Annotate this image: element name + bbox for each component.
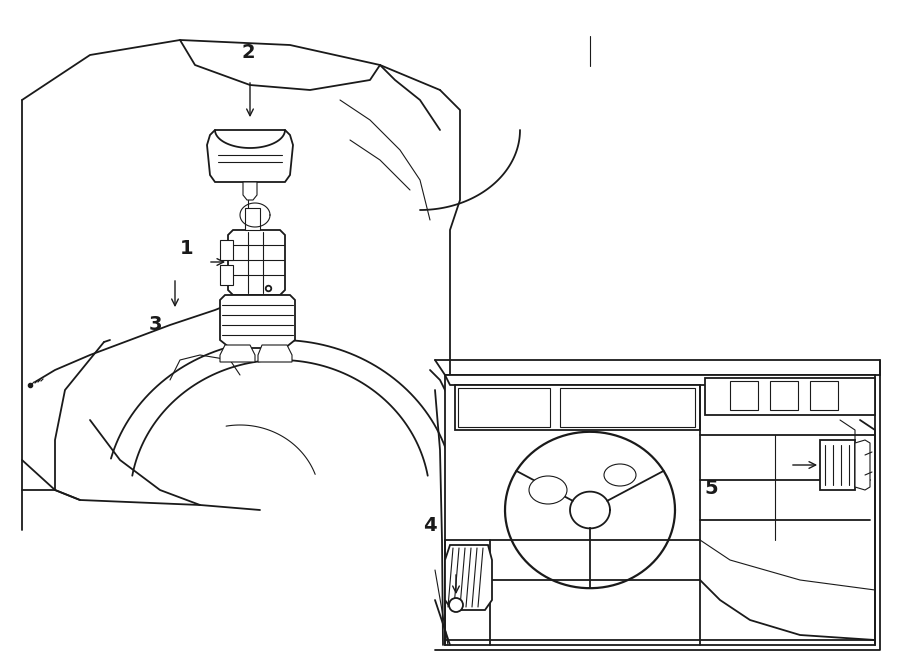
Ellipse shape xyxy=(529,476,567,504)
Polygon shape xyxy=(770,381,798,410)
Polygon shape xyxy=(445,375,875,645)
Polygon shape xyxy=(220,345,255,362)
Text: 4: 4 xyxy=(423,516,436,535)
Polygon shape xyxy=(455,385,700,430)
Polygon shape xyxy=(445,545,492,610)
Polygon shape xyxy=(560,388,695,427)
Text: 5: 5 xyxy=(705,479,718,498)
Polygon shape xyxy=(810,381,838,410)
Polygon shape xyxy=(220,240,233,260)
Circle shape xyxy=(449,598,463,612)
Polygon shape xyxy=(220,295,295,348)
Polygon shape xyxy=(245,208,260,230)
Polygon shape xyxy=(855,440,870,490)
Polygon shape xyxy=(228,230,285,295)
Polygon shape xyxy=(243,182,257,200)
Text: 1: 1 xyxy=(179,239,193,258)
Ellipse shape xyxy=(604,464,636,486)
Polygon shape xyxy=(705,378,875,415)
Polygon shape xyxy=(730,381,758,410)
Text: 2: 2 xyxy=(241,42,255,61)
Polygon shape xyxy=(258,345,292,362)
Text: 3: 3 xyxy=(148,315,162,334)
Polygon shape xyxy=(820,440,855,490)
Polygon shape xyxy=(458,388,550,427)
Polygon shape xyxy=(207,130,293,182)
Polygon shape xyxy=(220,265,233,285)
